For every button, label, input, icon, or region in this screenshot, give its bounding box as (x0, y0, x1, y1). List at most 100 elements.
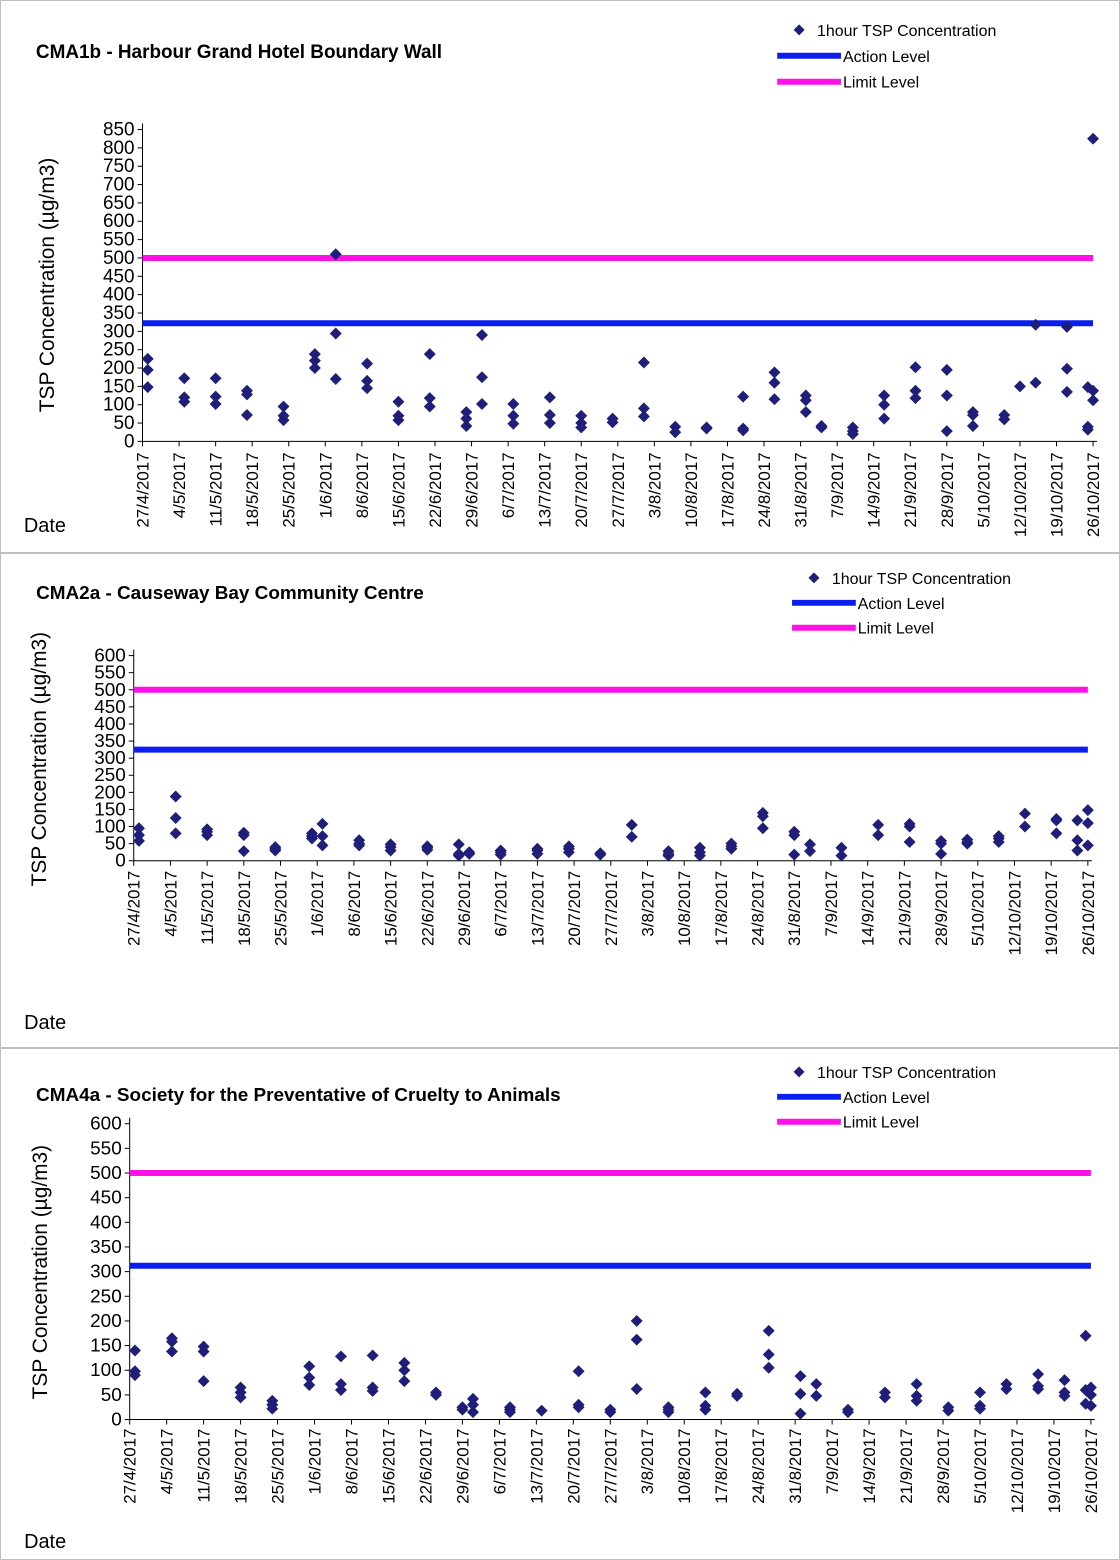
chart-svg: CMA4a - Society for the Preventative of … (24, 1065, 1101, 1553)
chart-panel-cma4a: CMA4a - Society for the Preventative of … (0, 1048, 1120, 1560)
x-tick-label: 14/9/2017 (859, 871, 878, 946)
data-point (467, 1398, 479, 1411)
data-point (974, 1386, 986, 1399)
data-point (788, 848, 801, 861)
y-tick-label: 850 (103, 120, 135, 141)
x-tick-label: 5/10/2017 (969, 871, 988, 946)
data-point (329, 373, 342, 386)
y-tick-label: 500 (103, 248, 135, 269)
y-tick-label: 250 (94, 765, 126, 786)
data-point (456, 1403, 469, 1416)
legend: 1hour TSP Concentration Action Level Limit… (777, 23, 996, 92)
x-tick-label: 11/5/2017 (207, 452, 226, 526)
x-tick-label: 12/10/2017 (1008, 1429, 1027, 1514)
data-point (700, 422, 713, 435)
legend-marker-diamond (793, 24, 805, 36)
data-point (507, 417, 520, 430)
y-tick-label: 350 (94, 731, 126, 752)
x-tick-label: 27/4/2017 (125, 871, 144, 946)
data-point (316, 830, 329, 843)
x-tick-label: 27/7/2017 (609, 452, 628, 527)
y-tick-label: 800 (103, 138, 135, 159)
y-tick-label: 600 (103, 211, 135, 232)
x-tick-label: 21/9/2017 (895, 871, 914, 946)
data-point (625, 830, 638, 843)
y-tick-label: 600 (90, 1114, 122, 1135)
y-tick-label: 300 (94, 748, 126, 769)
data-point (804, 845, 816, 858)
x-tick-label: 21/9/2017 (901, 452, 920, 527)
x-tick-label: 20/7/2017 (572, 452, 591, 527)
chart-svg: CMA2a - Causeway Bay Community Centre 1ho… (24, 571, 1098, 1034)
y-tick-label: 50 (113, 413, 134, 434)
x-tick-label: 8/6/2017 (353, 452, 372, 518)
data-point (1081, 817, 1094, 830)
data-point (128, 1344, 141, 1357)
x-tick-label: 31/8/2017 (792, 452, 811, 527)
y-tick-label: 100 (103, 395, 135, 416)
data-point (507, 409, 520, 422)
x-tick-label: 1/6/2017 (306, 1429, 325, 1495)
y-tick-label: 0 (115, 851, 126, 872)
data-point (452, 838, 465, 851)
data-point (935, 837, 948, 850)
data-point (169, 812, 182, 824)
data-point (731, 1389, 744, 1402)
x-tick-label: 6/7/2017 (490, 1429, 509, 1495)
legend-label-tsp: 1hour TSP Concentration (832, 571, 1011, 588)
data-point (334, 1350, 347, 1363)
x-tick-label: 28/9/2017 (938, 452, 957, 527)
x-tick-label: 5/10/2017 (971, 1429, 990, 1504)
x-tick-label: 25/5/2017 (271, 871, 290, 946)
data-point (935, 847, 948, 860)
x-tick-label: 13/7/2017 (536, 452, 555, 527)
data-point (604, 1406, 617, 1419)
x-tick-label: 11/5/2017 (198, 871, 217, 945)
data-point (178, 395, 191, 408)
data-point (197, 1345, 210, 1358)
x-tick-label: 1/6/2017 (308, 871, 327, 937)
data-point (810, 1378, 823, 1391)
x-axis-label: Date (24, 1531, 66, 1553)
data-point (940, 389, 953, 402)
x-tick-label: 10/8/2017 (675, 871, 694, 946)
x-tick-label: 24/8/2017 (755, 452, 774, 527)
x-tick-label: 1/6/2017 (316, 452, 335, 518)
data-point (1058, 1389, 1071, 1402)
x-tick-label: 29/6/2017 (463, 452, 482, 527)
data-point (165, 1345, 178, 1358)
data-point (535, 1404, 548, 1417)
y-tick-label: 350 (90, 1237, 122, 1258)
x-tick-label: 17/8/2017 (712, 871, 731, 946)
data-point (1084, 1388, 1097, 1401)
data-point (237, 845, 250, 858)
data-point (169, 790, 182, 803)
data-point (1029, 318, 1042, 331)
x-tick-label: 27/4/2017 (133, 452, 152, 527)
data-point (1060, 385, 1073, 398)
data-point (234, 1391, 247, 1404)
data-point (799, 406, 812, 419)
data-point (794, 1370, 807, 1383)
legend-label-action: Action Level (843, 49, 930, 66)
data-point (209, 372, 222, 385)
data-point (669, 426, 682, 439)
data-point (794, 1387, 807, 1400)
x-tick-label: 8/6/2017 (342, 1429, 361, 1495)
data-point (910, 1394, 923, 1407)
data-point (1013, 380, 1026, 393)
data-point (209, 390, 222, 403)
y-tick-label: 450 (90, 1188, 122, 1209)
data-point (699, 1386, 712, 1399)
x-tick-label: 12/10/2017 (1005, 871, 1024, 956)
data-point (531, 847, 544, 860)
y-tick-label: 250 (90, 1286, 122, 1307)
y-tick-label: 450 (94, 697, 126, 718)
data-point (630, 1314, 643, 1327)
data-point (201, 829, 214, 842)
legend-label-action: Action Level (858, 596, 945, 613)
data-point (543, 391, 556, 404)
data-point (366, 1349, 379, 1362)
data-point (1084, 1399, 1097, 1412)
data-point (572, 1401, 585, 1414)
